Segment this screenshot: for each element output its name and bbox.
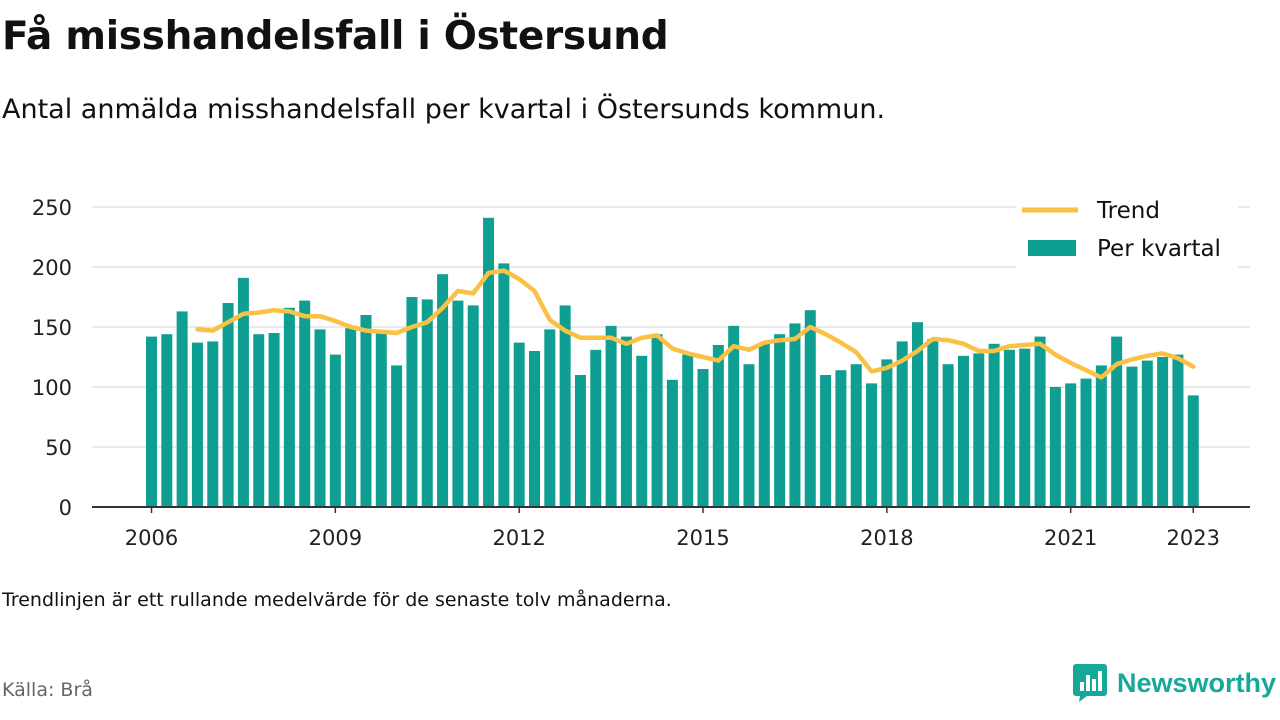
bar [421,299,433,507]
legend-bar-label: Per kvartal [1097,236,1221,262]
bar [437,274,449,507]
legend: Trend Per kvartal [1016,194,1238,268]
bar [391,365,403,507]
bar [942,364,954,507]
bar [529,351,540,507]
bar [988,343,1000,507]
x-tick-label: 2023 [1167,526,1220,550]
x-tick-label: 2006 [125,526,178,550]
bar [804,310,816,507]
bar [1111,336,1123,507]
x-tick-label: 2012 [492,526,545,550]
y-tick-label: 250 [32,196,72,220]
bar [559,305,571,507]
bar [957,355,969,507]
bar [574,375,586,507]
bars [146,217,1199,508]
y-tick-label: 0 [59,496,72,520]
bar [758,343,770,507]
bar [1003,349,1015,507]
bar [1187,395,1199,507]
axes: 0 50 100 150 200 250 2006 2009 2012 2015 2018 2021 2… [32,196,1250,550]
bar [1080,378,1092,507]
bar [912,322,923,507]
chart-title: Få misshandelsfall i Östersund [2,14,669,59]
bar-chart: 0 50 100 150 200 250 2006 2009 2012 2015 2018 2021 2… [32,194,1250,550]
bar [207,341,219,507]
x-tick-label: 2015 [676,526,729,550]
bar [1019,348,1031,507]
bar [620,336,632,507]
bar [222,303,234,507]
bar [728,325,740,507]
bar [314,329,326,507]
bar [881,359,893,507]
bar [605,325,617,507]
bar [1141,360,1153,507]
bar [375,333,387,507]
bar [191,342,203,507]
bar [835,370,847,507]
bar [467,305,479,507]
bar [743,364,755,507]
bar [927,339,939,507]
y-tick-label: 100 [32,376,72,400]
bar [1034,336,1046,507]
bar [299,300,311,507]
legend-bar-swatch [1028,240,1076,256]
chart-subtitle: Antal anmälda misshandelsfall per kvarta… [2,94,886,125]
bar [406,297,418,507]
bar [1126,366,1138,507]
trend-line-group [195,268,1196,380]
bar [666,379,678,507]
bar [452,300,464,507]
bar [896,341,908,507]
bar [176,311,188,507]
bar [697,369,709,507]
newsworthy-logo-icon [1072,664,1107,702]
bar [345,328,357,507]
bar [161,334,173,507]
x-tick-label: 2009 [309,526,362,550]
bar [146,336,157,507]
trend-line [195,268,1196,380]
bar [268,333,280,507]
legend-trend-label: Trend [1096,198,1160,224]
x-tick-label: 2018 [860,526,913,550]
bar [513,342,525,507]
bar [590,349,602,507]
bar [820,375,832,507]
bar [973,353,985,507]
bar [329,354,341,507]
bar [1172,354,1184,507]
y-tick-label: 150 [32,316,72,340]
bar [866,383,878,507]
brand: Newsworthy [1072,664,1276,702]
bar [789,323,801,507]
bar [651,334,663,507]
bar [237,277,249,507]
bar [1095,365,1107,507]
bar [483,217,495,508]
bar [850,364,862,507]
y-tick-label: 200 [32,256,72,280]
x-tick-label: 2021 [1044,526,1097,550]
bar [498,263,510,507]
bar [360,315,372,507]
y-tick-label: 50 [45,436,72,460]
bar [1049,387,1061,507]
source-label: Källa: Brå [2,679,93,701]
bar [774,334,786,507]
bar [712,345,724,507]
bar [253,334,265,507]
bar [544,329,556,507]
bar [283,307,295,507]
chart-note: Trendlinjen är ett rullande medelvärde f… [2,589,672,611]
bar [1065,383,1077,507]
bar [682,354,694,507]
brand-name: Newsworthy [1116,667,1276,698]
bar [636,355,648,507]
bar [1157,357,1169,507]
